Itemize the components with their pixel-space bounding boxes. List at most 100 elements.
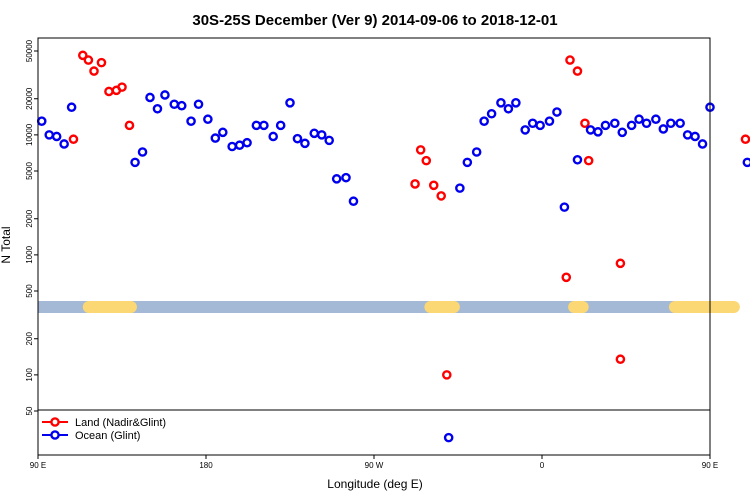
ocean-point — [511, 98, 521, 108]
ocean-point — [634, 114, 644, 125]
plot-frame — [37, 37, 711, 456]
ocean-point — [479, 116, 489, 127]
ocean-point — [300, 138, 310, 149]
y-tick-label: 500 — [25, 284, 34, 298]
ocean-point — [348, 196, 359, 207]
ocean-point — [503, 103, 514, 114]
ocean-point — [203, 114, 213, 125]
ocean-point — [341, 172, 351, 183]
ocean-point — [324, 135, 335, 146]
y-tick-label: 200 — [25, 332, 34, 346]
land-point — [421, 155, 432, 166]
land-point — [96, 57, 107, 68]
ocean-point — [471, 147, 482, 157]
ocean-point — [242, 137, 252, 148]
ocean-point — [626, 120, 637, 131]
land-point — [117, 82, 127, 92]
y-tick-label: 50 — [25, 406, 34, 415]
legend-marker-land — [50, 417, 60, 427]
ocean-point — [520, 125, 531, 135]
ocean-point — [641, 118, 652, 129]
ocean-point — [176, 100, 187, 111]
x-tick-label: 90 W — [365, 461, 384, 470]
ocean-point — [51, 131, 62, 142]
ocean-point — [462, 157, 473, 168]
y-tick-label: 20000 — [25, 87, 34, 110]
land-point — [580, 118, 590, 129]
data-points — [36, 50, 750, 443]
ocean-point — [316, 130, 327, 140]
y-tick-label: 1000 — [25, 245, 34, 263]
land-point — [89, 66, 99, 76]
x-axis-label: Longitude (deg E) — [327, 477, 422, 491]
y-tick-label: 100 — [25, 368, 34, 382]
ocean-point — [130, 157, 140, 168]
land-point — [615, 354, 626, 365]
land-point — [740, 134, 750, 145]
ocean-point — [443, 432, 454, 443]
ocean-point — [160, 90, 170, 100]
land-point — [428, 180, 439, 191]
ocean-point — [137, 147, 148, 157]
ocean-point — [742, 157, 750, 168]
y-tick-label: 50000 — [25, 39, 34, 62]
land-point — [565, 55, 575, 65]
surface-bar-land-1 — [424, 301, 460, 313]
x-tick-label: 90 E — [702, 461, 718, 470]
y-axis-label: N Total — [0, 226, 13, 263]
land-point — [124, 120, 135, 131]
ocean-point — [268, 131, 279, 142]
ocean-point — [285, 98, 295, 108]
ocean-point — [259, 120, 269, 131]
surface-bar-land-3 — [668, 301, 740, 313]
ocean-point — [593, 127, 603, 137]
land-point — [441, 370, 452, 380]
ocean-point — [292, 133, 303, 144]
land-point — [68, 134, 79, 145]
land-point — [78, 50, 88, 61]
ocean-point — [552, 107, 562, 117]
ocean-point — [217, 127, 228, 138]
ocean-point — [275, 120, 286, 131]
land-point — [83, 55, 94, 65]
chart-title: 30S-25S December (Ver 9) 2014-09-06 to 2… — [192, 12, 557, 29]
land-point — [436, 191, 447, 201]
ocean-point — [658, 124, 669, 134]
ocean-point — [690, 131, 700, 142]
surface-bar — [38, 301, 740, 313]
y-tick-label: 5000 — [25, 162, 34, 180]
ocean-point — [486, 108, 497, 119]
y-tick-label: 2000 — [25, 209, 34, 227]
surface-bar-land-0 — [82, 301, 137, 313]
land-point — [415, 145, 426, 155]
land-point — [561, 272, 572, 283]
ocean-point — [331, 174, 342, 184]
ocean-point — [600, 120, 611, 131]
ocean-point — [697, 139, 708, 149]
ocean-point — [186, 116, 196, 127]
ocean-point — [59, 139, 69, 149]
ocean-point — [675, 118, 685, 129]
ocean-point — [617, 127, 628, 138]
y-tick-label: 10000 — [25, 123, 34, 146]
ocean-point — [544, 116, 555, 127]
surface-bar-land-2 — [568, 301, 589, 313]
surface-bar-ocean — [38, 301, 710, 313]
ocean-point — [610, 118, 620, 129]
legend-label-ocean: Ocean (Glint) — [75, 430, 140, 442]
ocean-point — [572, 154, 583, 165]
x-tick-label: 0 — [540, 461, 545, 470]
ocean-point — [455, 183, 465, 193]
ocean-point — [152, 103, 163, 114]
ocean-point — [145, 92, 155, 103]
land-point — [583, 155, 594, 166]
legend: Land (Nadir&Glint)Ocean (Glint) — [42, 417, 166, 442]
legend-label-land: Land (Nadir&Glint) — [75, 417, 166, 429]
ocean-point — [210, 133, 221, 143]
ocean-point — [535, 120, 545, 131]
x-tick-label: 180 — [199, 461, 213, 470]
land-point — [615, 258, 626, 269]
y-axis: 50 100 200 500 1000 2000 5000 10000 20000 50000 — [25, 39, 38, 415]
ocean-point — [66, 102, 77, 113]
